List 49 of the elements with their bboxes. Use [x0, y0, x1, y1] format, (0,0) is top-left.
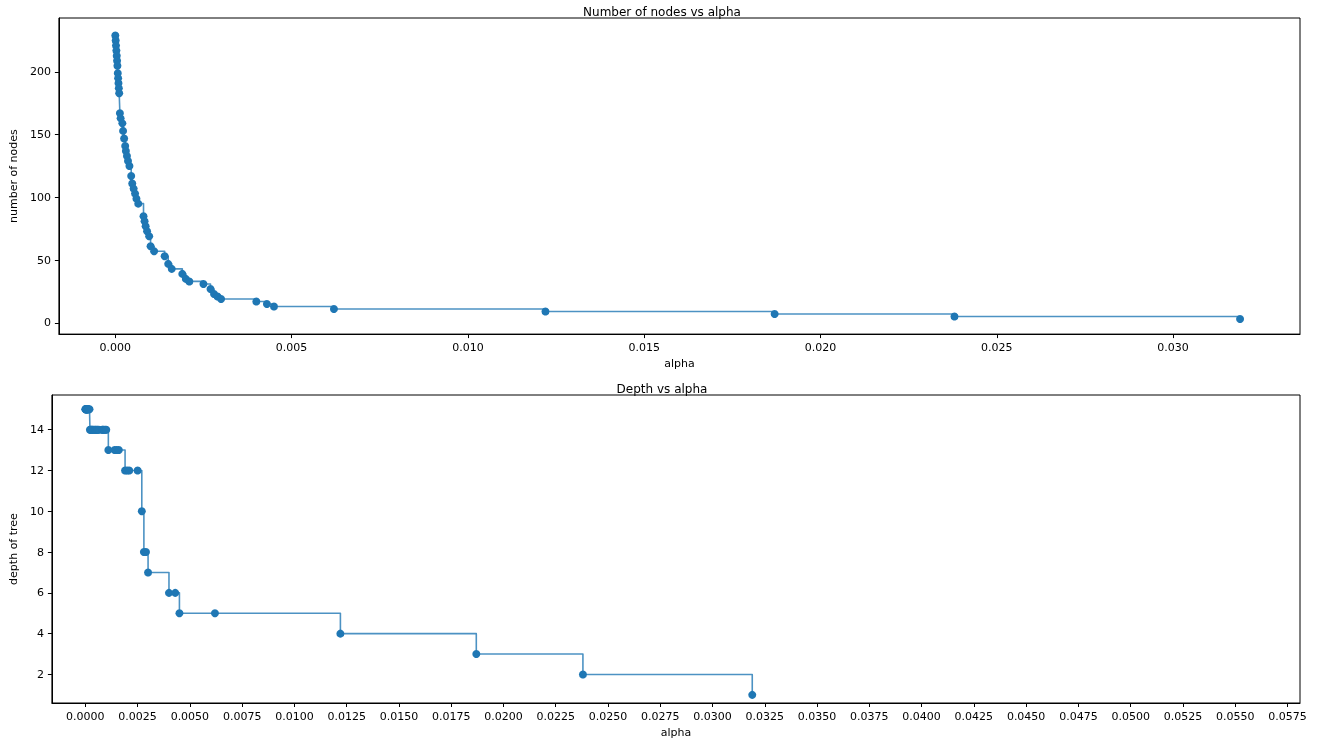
x-tick-label: 0.0025	[118, 710, 157, 723]
x-tick-label: 0.0300	[693, 710, 732, 723]
x-tick-label: 0.0550	[1215, 710, 1255, 723]
x-tick-label: 0.0400	[902, 710, 941, 723]
x-tick-label: 0.015	[628, 341, 660, 355]
x-tick-label: 0.0175	[431, 710, 471, 723]
y-tick-label: 12	[29, 463, 44, 477]
x-tick-label: 0.0275	[641, 710, 680, 723]
x-axis-title: alpha	[664, 357, 695, 370]
x-tick-label: 0.020	[804, 341, 837, 355]
y-tick-label: 14	[29, 423, 44, 437]
y-tick-label: 10	[29, 504, 44, 518]
x-tick-label: 0.0150	[379, 710, 419, 723]
y-axis-title: number of nodes	[7, 128, 20, 223]
x-tick-label: 0.0350	[797, 710, 837, 723]
y-tick-label: 4	[36, 627, 44, 641]
y-tick-label: 2	[36, 667, 44, 681]
x-tick-label: 0.0250	[588, 710, 628, 723]
y-tick-label: 0	[43, 316, 51, 330]
x-tick-label: 0.0225	[536, 710, 575, 723]
y-tick-label: 150	[29, 128, 51, 142]
y-axis-title: depth of tree	[7, 512, 20, 585]
x-tick-label: 0.0000	[66, 710, 105, 723]
x-tick-label: 0.025	[981, 341, 1013, 355]
x-tick-label: 0.0525	[1163, 710, 1203, 723]
x-tick-label: 0.0100	[275, 710, 314, 723]
x-tick-label: 0.0325	[745, 710, 785, 723]
y-tick-label: 200	[29, 65, 51, 79]
x-tick-label: 0.0125	[327, 710, 366, 723]
x-tick-label: 0.0575	[1268, 710, 1307, 723]
y-tick-label: 50	[36, 253, 51, 267]
x-tick-label: 0.000	[99, 341, 132, 355]
x-tick-label: 0.0050	[170, 710, 210, 723]
x-tick-label: 0.030	[1157, 341, 1189, 355]
x-tick-label: 0.0425	[954, 710, 994, 723]
y-tick-label: 6	[36, 586, 44, 600]
x-tick-label: 0.0200	[484, 710, 523, 723]
x-tick-label: 0.005	[275, 341, 308, 355]
x-tick-label: 0.010	[452, 341, 484, 355]
x-axis-title: alpha	[660, 725, 692, 739]
x-tick-label: 0.0075	[222, 710, 262, 723]
chart-title: Depth vs alpha	[616, 382, 708, 396]
x-tick-label: 0.0450	[1006, 710, 1046, 723]
x-tick-label: 0.0475	[1059, 710, 1098, 723]
y-tick-label: 100	[29, 190, 51, 204]
chart-title: Number of nodes vs alpha	[583, 5, 741, 19]
x-tick-label: 0.0375	[850, 710, 889, 723]
x-tick-label: 0.0500	[1111, 710, 1150, 723]
y-tick-label: 8	[36, 545, 44, 559]
